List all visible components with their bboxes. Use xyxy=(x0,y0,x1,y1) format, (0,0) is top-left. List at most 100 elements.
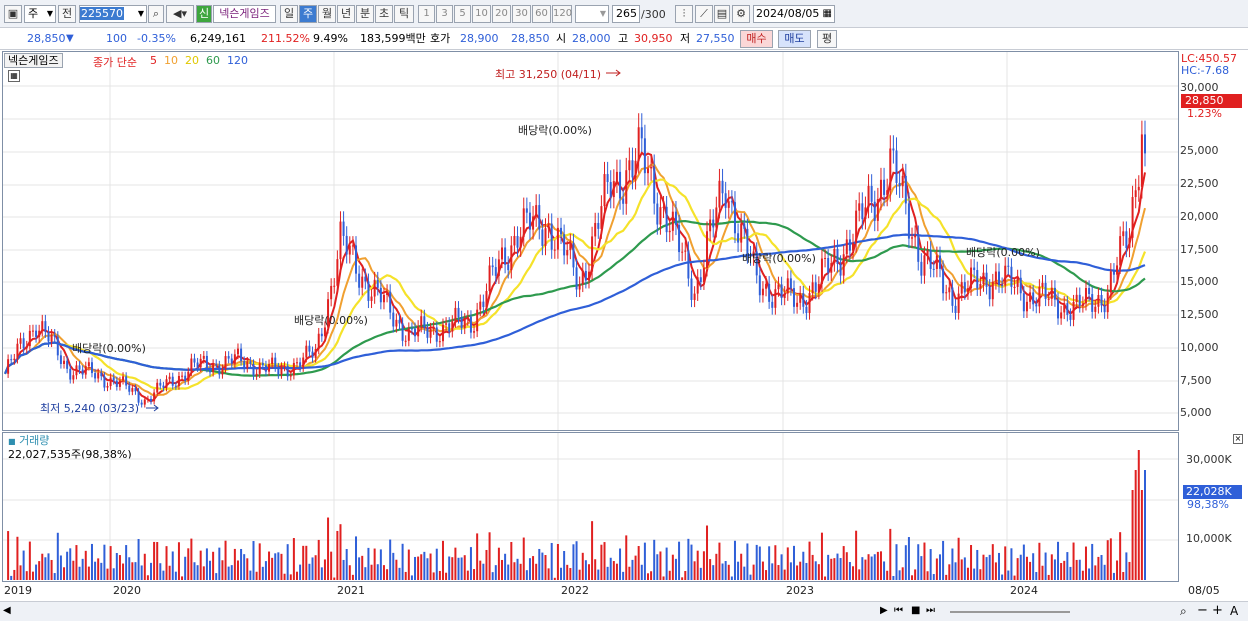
scroll-left-icon[interactable]: ◀ xyxy=(3,605,11,616)
rewind-icon[interactable]: ⏮ xyxy=(894,605,903,616)
buy-button[interactable]: 매수 xyxy=(740,30,773,48)
type-select[interactable]: 주 ▼ xyxy=(24,5,56,23)
period-month[interactable]: 월 xyxy=(318,5,336,23)
candle-body xyxy=(255,373,258,376)
interval-10[interactable]: 10 xyxy=(472,5,491,23)
period-week[interactable]: 주 xyxy=(299,5,317,23)
search-icon[interactable]: ⌕ xyxy=(148,5,164,23)
scroll-right-icon[interactable]: ▶ xyxy=(880,605,888,616)
candle-type-icon[interactable]: ⫶ xyxy=(675,5,693,23)
zoom-slider[interactable] xyxy=(950,611,1070,613)
horizontal-scrollbar[interactable]: ◀ ▶ ⏮ ■ ⏭ ⌕ − + A xyxy=(0,601,1248,621)
candle-body xyxy=(376,279,379,288)
period-second[interactable]: 초 xyxy=(375,5,393,23)
zoom-out-icon[interactable]: − xyxy=(1197,603,1208,618)
sell-button[interactable]: 매도 xyxy=(778,30,811,48)
save-icon[interactable]: ▤ xyxy=(714,5,730,23)
candle-body xyxy=(1019,277,1022,294)
candle-body xyxy=(1004,265,1007,286)
open-label: 시 xyxy=(556,32,567,45)
candle-body xyxy=(143,399,146,405)
candle-body xyxy=(982,272,985,285)
candle-body xyxy=(929,250,932,269)
y-tick: 22,500 xyxy=(1180,177,1219,190)
volume-bar xyxy=(202,566,205,580)
candle-body xyxy=(712,219,715,228)
custom-interval-select[interactable]: ▼ xyxy=(575,5,609,23)
volume-bar xyxy=(69,548,72,580)
volume-bar xyxy=(1075,559,1078,580)
volume-bar xyxy=(771,563,774,580)
interval-20[interactable]: 20 xyxy=(492,5,511,23)
period-day[interactable]: 일 xyxy=(280,5,298,23)
sound-icon[interactable]: ◀▾ xyxy=(166,5,194,23)
volume-bar xyxy=(454,547,457,580)
candle-body xyxy=(879,179,882,200)
volume-bar xyxy=(311,557,314,580)
fast-forward-icon[interactable]: ⏭ xyxy=(926,605,935,616)
y-tick: 10,000 xyxy=(1180,341,1219,354)
zoom-search-icon[interactable]: ⌕ xyxy=(1180,604,1187,618)
period-tick[interactable]: 틱 xyxy=(394,5,414,23)
candle-body xyxy=(146,398,149,400)
volume-bar xyxy=(463,555,466,580)
volume-bar xyxy=(438,570,441,580)
stock-code-input[interactable]: 225570 ▼ xyxy=(79,5,147,23)
candle-body xyxy=(358,273,361,288)
volume-bar xyxy=(858,569,861,580)
y-tick: 15,000 xyxy=(1180,275,1219,288)
legend-stock-name[interactable]: 넥슨게임즈 xyxy=(4,53,63,68)
volume-bar xyxy=(935,558,938,580)
interval-3[interactable]: 3 xyxy=(436,5,453,23)
volume-bar xyxy=(370,564,373,580)
volume-bar xyxy=(563,550,566,580)
volume-bar xyxy=(796,565,799,580)
prev-button[interactable]: 전 xyxy=(58,5,76,23)
candle-body xyxy=(684,250,687,252)
volume-bar xyxy=(410,575,413,580)
interval-60[interactable]: 60 xyxy=(532,5,551,23)
volume-bar xyxy=(600,544,603,580)
candle-body xyxy=(528,212,531,230)
volume-bar xyxy=(656,554,659,580)
zoom-in-icon[interactable]: + xyxy=(1212,603,1223,618)
volume-bar xyxy=(460,557,463,580)
candle-body xyxy=(637,127,640,161)
candle-body xyxy=(1038,286,1041,307)
interval-120[interactable]: 120 xyxy=(552,5,572,23)
volume-bar xyxy=(581,552,584,580)
period-minute[interactable]: 분 xyxy=(356,5,374,23)
candle-body xyxy=(38,330,41,338)
count-input[interactable]: 265 xyxy=(612,5,640,23)
period-year[interactable]: 년 xyxy=(337,5,355,23)
volume-bar xyxy=(491,572,494,580)
grid-toggle-icon[interactable]: ▦ xyxy=(8,70,20,82)
interval-1[interactable]: 1 xyxy=(418,5,435,23)
candle-body xyxy=(702,268,705,283)
candle-body xyxy=(240,348,243,362)
window-icon[interactable]: ▣ xyxy=(4,5,22,23)
candle-body xyxy=(550,223,553,250)
volume-bar xyxy=(584,560,587,580)
interval-5[interactable]: 5 xyxy=(454,5,471,23)
candle-body xyxy=(954,305,957,314)
draw-line-icon[interactable]: ⟋ xyxy=(695,5,713,23)
stop-icon[interactable]: ■ xyxy=(911,605,921,616)
date-input[interactable]: 2024/08/05 ▦ xyxy=(753,5,835,23)
avg-button[interactable]: 평 xyxy=(817,30,837,48)
candle-body xyxy=(392,312,395,327)
candle-body xyxy=(94,373,97,379)
interval-30[interactable]: 30 xyxy=(512,5,531,23)
dividend-annotation: 배당락(0.00%) xyxy=(518,124,592,137)
gear-icon[interactable]: ⚙ xyxy=(732,5,750,23)
candle-body xyxy=(1050,287,1053,299)
volume-bar xyxy=(628,566,631,580)
y-tick: 5,000 xyxy=(1180,406,1212,419)
volume-bar xyxy=(889,528,892,580)
volume-bar xyxy=(240,548,243,580)
candle-body xyxy=(401,323,404,341)
close-icon[interactable]: × xyxy=(1233,434,1243,444)
candle-body xyxy=(162,385,165,388)
font-size-icon[interactable]: A xyxy=(1230,604,1239,618)
candle-body xyxy=(690,278,693,300)
